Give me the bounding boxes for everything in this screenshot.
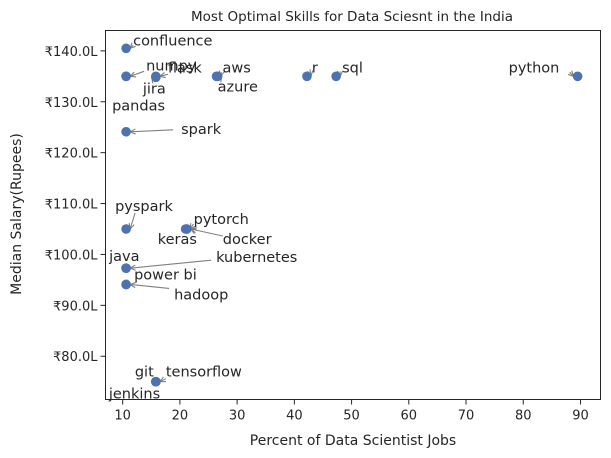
annotation-arrow <box>130 283 170 290</box>
scatter-point <box>212 71 223 82</box>
scatter-point <box>181 224 192 234</box>
point-label: pandas <box>112 98 165 114</box>
annotation-arrow <box>130 129 174 133</box>
scatter-point <box>121 263 131 273</box>
point-label: flask <box>168 60 203 76</box>
x-axis: 10 20 30 40 50 60 70 80 90 <box>114 399 589 424</box>
scatter-point <box>121 279 131 290</box>
y-axis-label: Median Salary(Rupees) <box>9 133 25 295</box>
data-points <box>121 43 583 387</box>
annotation-arrow <box>129 70 145 77</box>
point-label: sql <box>342 60 363 76</box>
x-axis-label: Percent of Data Scientist Jobs <box>250 433 456 449</box>
point-label: kubernetes <box>216 250 297 266</box>
y-tick-label: ₹80.0L <box>53 350 98 365</box>
point-label: git <box>135 365 154 381</box>
y-axis: ₹80.0L ₹90.0L ₹100.0L ₹110.0L ₹120.0L ₹130.0L… <box>45 45 106 365</box>
x-tick-label: 60 <box>401 409 418 424</box>
point-label: jenkins <box>108 387 160 403</box>
annotation-arrow <box>129 212 136 230</box>
point-label: java <box>108 249 139 265</box>
scatter-point <box>572 71 583 82</box>
y-tick-label: ₹140.0L <box>45 45 98 60</box>
point-label: spark <box>181 122 222 138</box>
point-label: azure <box>218 79 258 95</box>
scatter-point <box>151 376 161 387</box>
plot-frame <box>105 30 601 400</box>
chart-title: Most Optimal Skills for Data Sciesnt in … <box>191 9 513 25</box>
x-tick-label: 20 <box>172 409 189 424</box>
scatter-point <box>121 43 131 54</box>
scatter-point <box>121 224 131 234</box>
y-tick-label: ₹130.0L <box>45 96 98 111</box>
x-tick-label: 30 <box>229 409 246 424</box>
x-tick-label: 50 <box>343 409 360 424</box>
y-tick-label: ₹110.0L <box>45 198 98 213</box>
scatter-point <box>121 126 131 137</box>
scatter-point <box>331 71 341 82</box>
point-label: docker <box>223 232 272 248</box>
point-label: aws <box>223 60 251 76</box>
x-tick-label: 10 <box>114 409 131 424</box>
point-label: python <box>509 60 560 76</box>
point-label: hadoop <box>174 287 228 303</box>
x-tick-label: 40 <box>286 409 303 424</box>
y-tick-label: ₹100.0L <box>45 248 98 263</box>
point-label: confluence <box>133 33 212 49</box>
point-label: keras <box>158 232 197 248</box>
x-tick-label: 70 <box>458 409 475 424</box>
point-label: pytorch <box>194 212 249 228</box>
annotation-arrow <box>130 259 212 269</box>
x-tick-label: 90 <box>572 409 589 424</box>
point-label: tensorflow <box>166 365 242 381</box>
point-label: jira <box>142 81 166 97</box>
point-label: numpy <box>146 58 197 74</box>
y-tick-label: ₹120.0L <box>45 147 98 162</box>
x-tick-label: 80 <box>515 409 532 424</box>
point-label: pyspark <box>115 199 173 215</box>
scatter-point <box>121 71 131 82</box>
point-label: r <box>312 60 318 76</box>
annotation-arrow <box>190 228 223 237</box>
y-tick-label: ₹90.0L <box>53 299 98 314</box>
scatter-point <box>302 71 312 82</box>
point-label: power bi <box>134 267 197 283</box>
scatter-point <box>151 72 161 83</box>
annotation-arrow <box>159 73 168 77</box>
